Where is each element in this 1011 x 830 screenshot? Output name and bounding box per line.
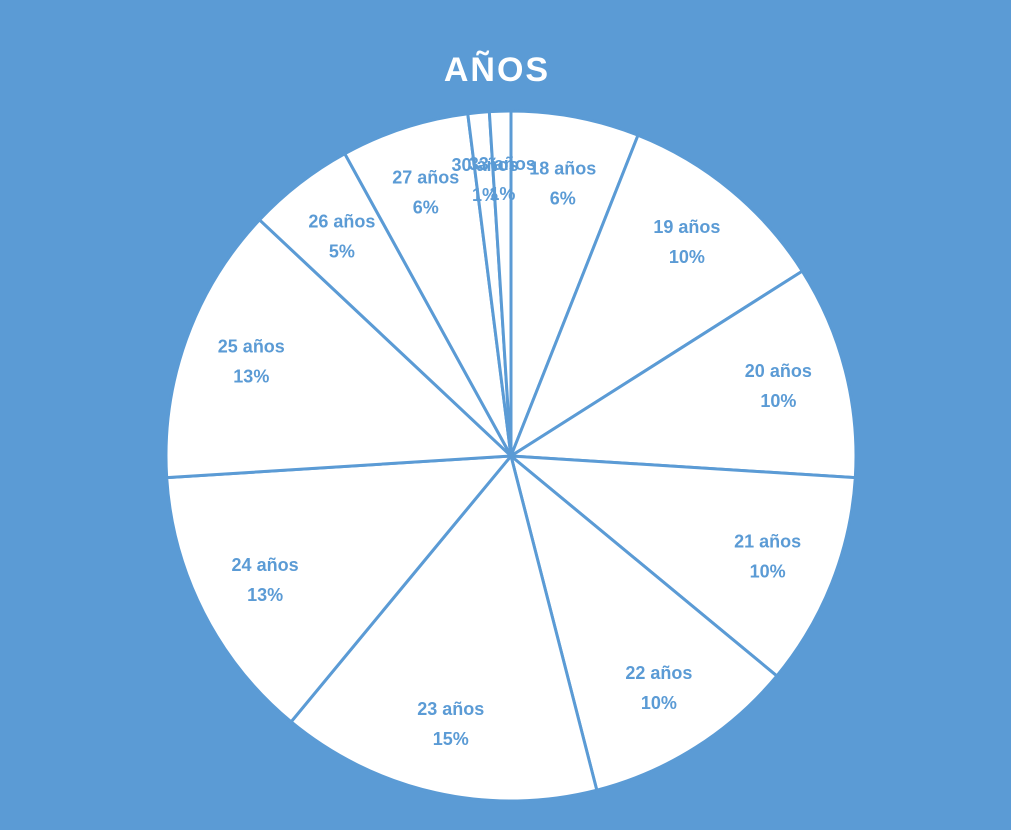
- slice-value-label: 10%: [750, 561, 786, 581]
- slice-label: 27 años: [392, 167, 459, 187]
- slice-value-label: 13%: [233, 366, 269, 386]
- slice-label: 21 años: [734, 531, 801, 551]
- slice-value-label: 15%: [433, 729, 469, 749]
- slice-label: 19 años: [653, 217, 720, 237]
- pie-slice: [165, 454, 515, 724]
- pie-slice: [342, 112, 513, 457]
- slice-label: 30 años: [452, 155, 519, 175]
- slice-value-label: 1%: [489, 184, 515, 204]
- slice-value-label: 6%: [550, 189, 576, 209]
- pie-slice: [288, 452, 599, 803]
- slice-label: 23 años: [417, 699, 484, 719]
- slice-label: 25 años: [218, 336, 285, 356]
- pie-slice: [506, 454, 857, 679]
- pie-slice: [487, 109, 513, 457]
- slice-value-label: 10%: [669, 247, 705, 267]
- pie-slice: [507, 133, 805, 460]
- slice-value-label: 5%: [329, 242, 355, 262]
- slice-label: 24 años: [232, 555, 299, 575]
- pie-slice: [506, 269, 858, 480]
- slice-label: 20 años: [745, 361, 812, 381]
- slice-value-label: 6%: [413, 197, 439, 217]
- slice-value-label: 10%: [641, 693, 677, 713]
- slice-label: 26 años: [308, 212, 375, 232]
- pie-slice: [164, 217, 515, 480]
- slice-value-label: 10%: [760, 391, 796, 411]
- pie-slice: [508, 451, 779, 792]
- chart-title: AÑOS: [444, 51, 550, 89]
- slice-value-label: 1%: [472, 185, 498, 205]
- slice-label: 22 años: [625, 663, 692, 683]
- slice-label: 33 años: [469, 154, 536, 174]
- pie-slice: [509, 109, 640, 457]
- slice-value-label: 13%: [247, 585, 283, 605]
- slice-label: 18 años: [529, 159, 596, 179]
